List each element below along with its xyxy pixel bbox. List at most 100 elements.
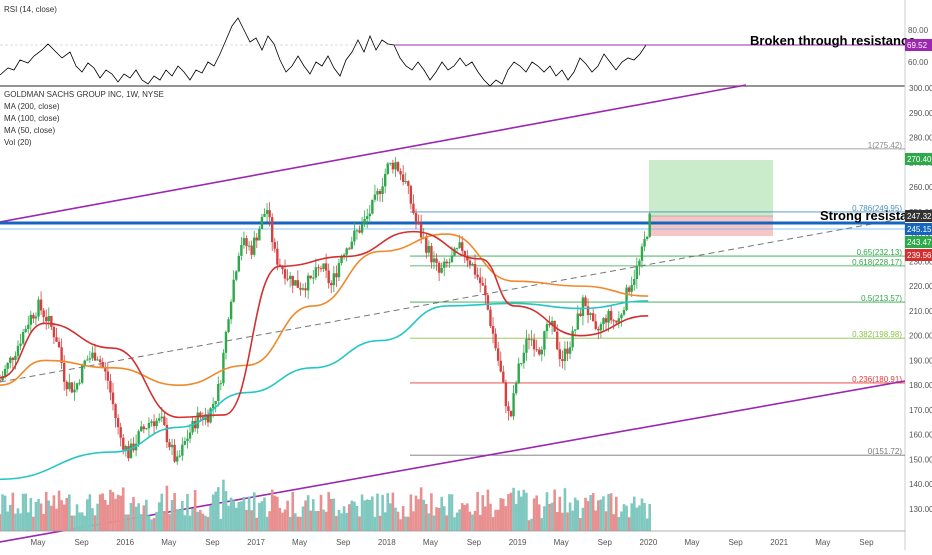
volume-bar (75, 504, 79, 531)
volume-bar (88, 494, 92, 531)
candle-body (525, 338, 528, 353)
legend-volume: Vol (20) (4, 138, 32, 147)
volume-bar (535, 495, 538, 531)
time-tick: Sep (74, 538, 89, 547)
candle-body (283, 269, 287, 279)
volume-bar (527, 520, 531, 531)
volume-bar (65, 497, 69, 531)
candle-body (278, 264, 282, 266)
volume-bar (240, 501, 243, 531)
candle-body (253, 237, 256, 255)
rsi-tick: 80.00 (908, 26, 929, 35)
candle-body (263, 213, 266, 217)
volume-bar (563, 488, 567, 531)
volume-bar (345, 512, 348, 531)
volume-bar (93, 515, 97, 531)
candle-body (219, 383, 223, 385)
candle-body (561, 359, 564, 362)
volume-bar (484, 506, 487, 531)
time-tick: May (554, 538, 569, 547)
candle-body (222, 352, 225, 384)
price-labels: 270.40 247.32 245.15 243.47 239.56 (905, 153, 932, 261)
candle-body (612, 320, 615, 322)
volume-bar (168, 514, 171, 531)
volume-bar (579, 518, 582, 531)
candle-body (530, 339, 533, 341)
volume-bar (347, 504, 351, 531)
volume-bar (21, 493, 25, 531)
candle-body (481, 283, 484, 286)
volume-bar (119, 495, 122, 531)
time-tick: 2017 (247, 538, 265, 547)
price-tick: 160.00 (909, 431, 932, 440)
volume-bar (42, 514, 45, 531)
legend-ma100: MA (100, close) (4, 114, 60, 123)
candle-body (52, 326, 56, 338)
candle-body (407, 181, 410, 186)
volume-bar (173, 493, 176, 531)
volume-bar (124, 514, 128, 531)
channel-lower-line (0, 380, 906, 543)
volume-bar (299, 516, 302, 531)
time-tick: 2019 (509, 538, 527, 547)
candle-body (206, 414, 210, 423)
time-tick: Sep (728, 538, 743, 547)
volume-bar (491, 517, 495, 531)
candle-body (340, 256, 343, 264)
volume-bar (614, 496, 618, 531)
price-tick: 290.00 (909, 109, 932, 118)
volume-bar (222, 479, 225, 531)
rsi-value-label: 69.52 (907, 41, 928, 50)
candle-body (116, 418, 120, 428)
volume-bar (437, 508, 441, 531)
candle-body (211, 404, 215, 409)
candle-body (129, 443, 133, 459)
volume-bar (604, 511, 608, 531)
volume-bar (435, 507, 438, 531)
volume-bar (589, 495, 592, 531)
candle-body (57, 341, 61, 348)
volume-bar (306, 495, 310, 531)
volume-bar (60, 500, 63, 531)
candle-body (163, 416, 166, 426)
candle-body (435, 258, 438, 263)
time-tick: May (30, 538, 45, 547)
candle-body (556, 331, 559, 350)
volume-bar (0, 514, 2, 531)
legend-ma50: MA (50, close) (4, 126, 55, 135)
candle-body (140, 426, 143, 432)
volume-bar (573, 497, 577, 531)
candle-body (34, 316, 38, 319)
volume-bar (648, 503, 651, 531)
volume-bar (353, 501, 356, 531)
candle-body (178, 455, 181, 457)
candle-body (399, 171, 402, 175)
candle-body (147, 422, 151, 429)
candle-body (615, 320, 618, 323)
volume-bar (360, 494, 364, 531)
candle-body (65, 381, 68, 390)
volume-bar (91, 508, 94, 531)
price-tick: 190.00 (909, 356, 932, 365)
volume-bar (86, 499, 89, 531)
candle-body (73, 389, 76, 393)
candle-body (545, 324, 549, 332)
channel-upper-line (0, 84, 747, 223)
candle-body (401, 174, 405, 182)
rsi-value-badge (905, 39, 932, 51)
volume-bar (78, 512, 81, 531)
fib-levels: 1(275.42) 0.786(249.95) 0.65(232.13)0.618(… (410, 141, 905, 456)
candle-body (476, 274, 479, 278)
volume-bar (263, 497, 266, 531)
fib-label: 0(151.72) (868, 447, 903, 456)
legend-ma200: MA (200, close) (4, 102, 60, 111)
candle-body (363, 219, 366, 224)
price-tick: 300.00 (909, 84, 932, 93)
candle-body (68, 382, 71, 390)
volume-bar (8, 504, 12, 531)
candle-body (448, 262, 451, 264)
candle-body (42, 310, 45, 318)
candle-body (242, 238, 246, 246)
candle-body (165, 425, 169, 443)
candle-body (327, 270, 330, 284)
